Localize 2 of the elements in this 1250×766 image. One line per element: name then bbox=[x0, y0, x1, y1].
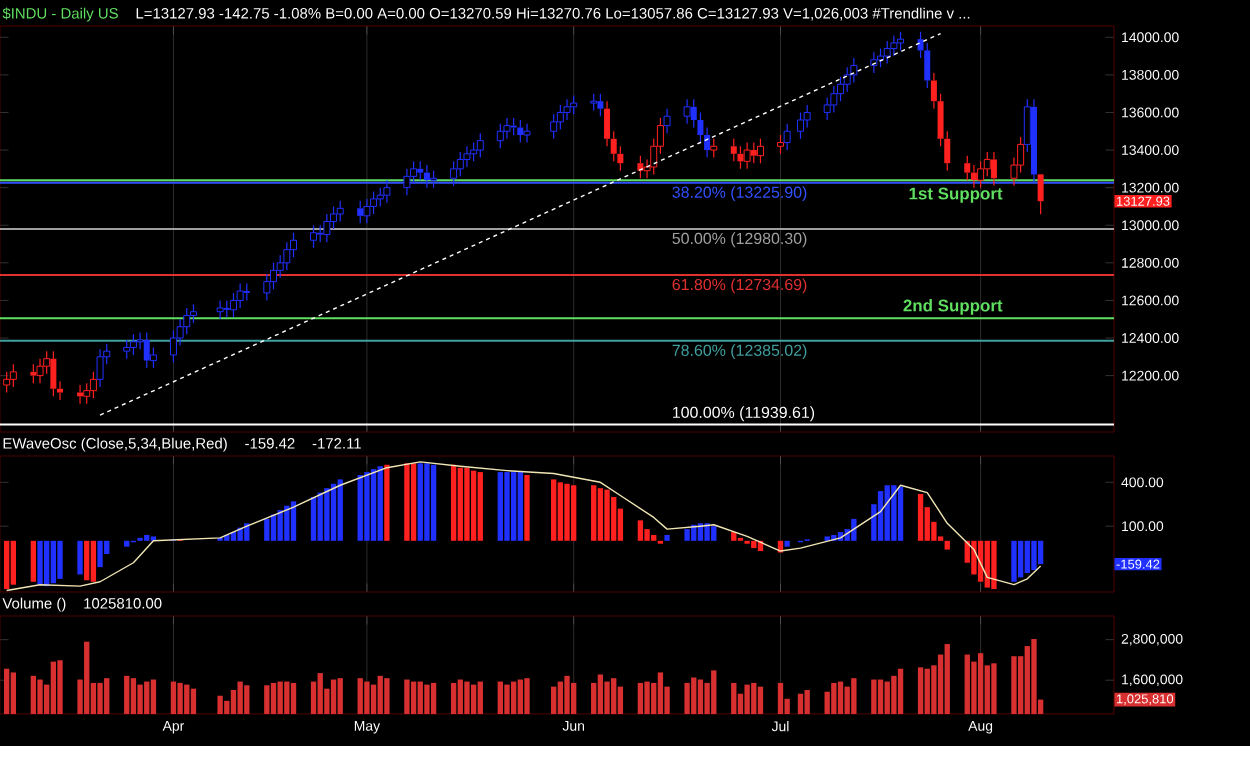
ref-line-label: 1st Support bbox=[909, 187, 1003, 203]
ref-line-label: 2nd Support bbox=[903, 299, 1003, 315]
